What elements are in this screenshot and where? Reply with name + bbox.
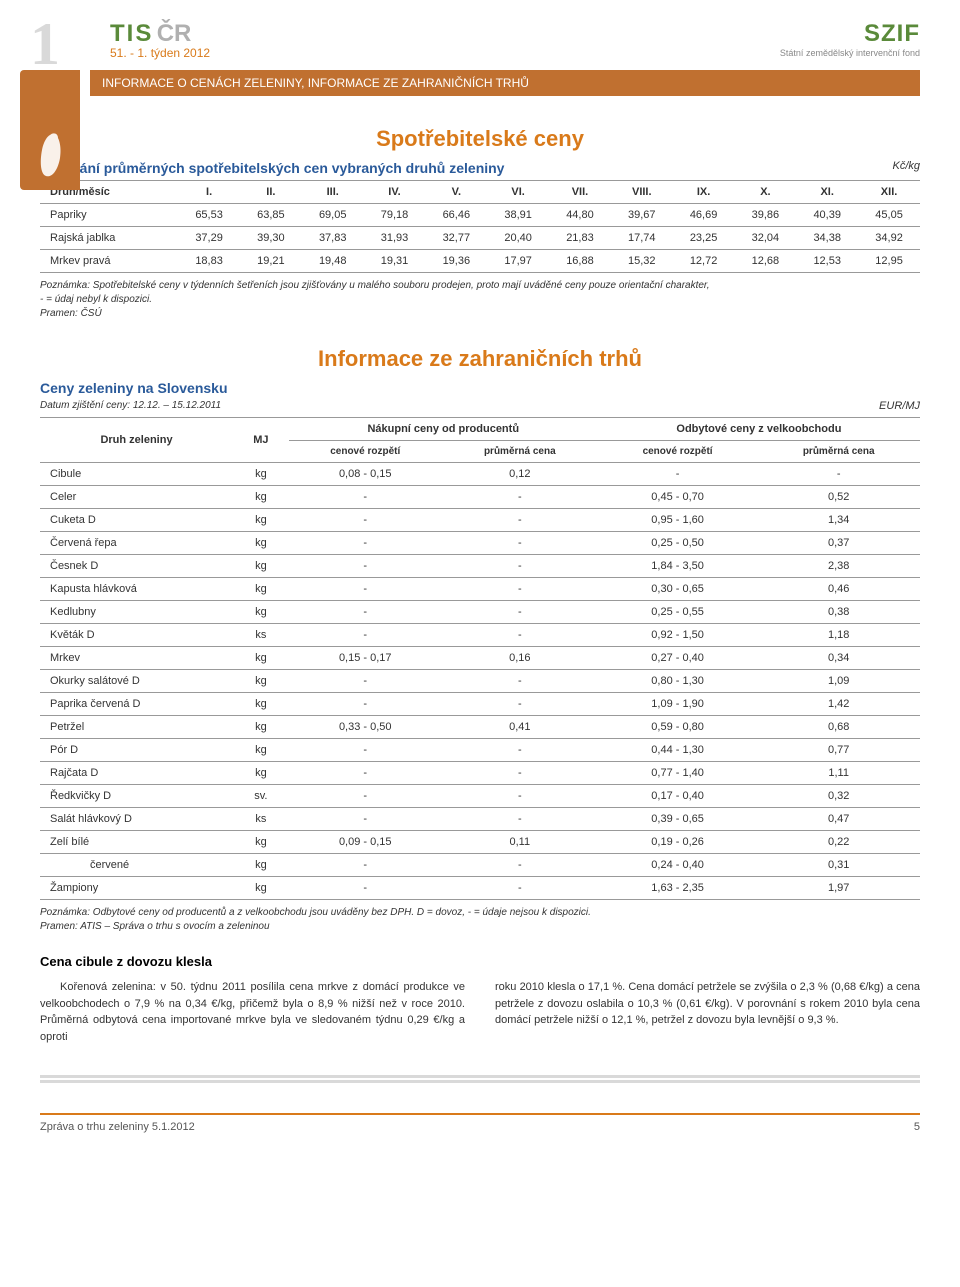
table-row: Salát hlávkový Dks--0,39 - 0,650,47 [40, 808, 920, 831]
table-row: Česnek Dkg--1,84 - 3,502,38 [40, 555, 920, 578]
table-row: Petrželkg0,33 - 0,500,410,59 - 0,800,68 [40, 716, 920, 739]
section2-date: Datum zjištění ceny: 12.12. – 15.12.2011… [40, 400, 920, 411]
page-number-decor: 1 [30, 10, 60, 79]
table-row: Kedlubnykg--0,25 - 0,550,38 [40, 601, 920, 624]
table-row: Cibulekg0,08 - 0,150,12-- [40, 463, 920, 486]
article-title: Cena cibule z dovozu klesla [40, 954, 920, 969]
table-slovakia-prices: Druh zeleniny MJ Nákupní ceny od produce… [40, 417, 920, 900]
table-row: Mrkevkg0,15 - 0,170,160,27 - 0,400,34 [40, 647, 920, 670]
section2-subtitle: Ceny zeleniny na Slovensku [40, 380, 920, 396]
footer-right: 5 [914, 1121, 920, 1133]
table-row: Žampionykg--1,63 - 2,351,97 [40, 877, 920, 900]
section1-subtitle: Srovnání průměrných spotřebitelských cen… [40, 160, 920, 176]
page-footer: Zpráva o trhu zeleniny 5.1.2012 5 [40, 1113, 920, 1133]
table-row: Rajčata Dkg--0,77 - 1,401,11 [40, 762, 920, 785]
section1-note: Poznámka: Spotřebitelské ceny v týdenníc… [40, 279, 920, 321]
section2-note: Poznámka: Odbytové ceny od producentů a … [40, 906, 920, 934]
pepper-icon [20, 70, 80, 190]
table-row: Květák Dks--0,92 - 1,501,18 [40, 624, 920, 647]
table-row: Cuketa Dkg--0,95 - 1,601,34 [40, 509, 920, 532]
szif-logo: SZIF Státní zemědělský intervenční fond [780, 20, 920, 58]
article-col1: Kořenová zelenina: v 50. týdnu 2011 posí… [40, 979, 465, 1045]
table-row: Kapusta hlávkovákg--0,30 - 0,650,46 [40, 578, 920, 601]
header-bar: INFORMACE O CENÁCH ZELENINY, INFORMACE Z… [90, 70, 920, 96]
table-consumer-prices: Druh/měsícI.II.III.IV.V.VI.VII.VIII.IX.X… [40, 180, 920, 273]
section1-title: Spotřebitelské ceny [40, 126, 920, 152]
section1-unit: Kč/kg [892, 160, 920, 172]
table-row: Rajská jablka37,2939,3037,8331,9332,7720… [40, 227, 920, 250]
page-header: 1 TIS ČR 51. - 1. týden 2012 SZIF Státní… [40, 20, 920, 96]
table-row: červenékg--0,24 - 0,400,31 [40, 854, 920, 877]
table-row: Papriky65,5363,8569,0579,1866,4638,9144,… [40, 204, 920, 227]
section2-title: Informace ze zahraničních trhů [40, 346, 920, 372]
article-col2: roku 2010 klesla o 17,1 %. Cena domácí p… [495, 979, 920, 1045]
table-row: Paprika červená Dkg--1,09 - 1,901,42 [40, 693, 920, 716]
table-row: Pór Dkg--0,44 - 1,300,77 [40, 739, 920, 762]
table-row: Zelí bílékg0,09 - 0,150,110,19 - 0,260,2… [40, 831, 920, 854]
table-row: Celerkg--0,45 - 0,700,52 [40, 486, 920, 509]
article-body: Kořenová zelenina: v 50. týdnu 2011 posí… [40, 979, 920, 1045]
table-row: Ředkvičky Dsv.--0,17 - 0,400,32 [40, 785, 920, 808]
section2-unit: EUR/MJ [879, 400, 920, 412]
table-row: Mrkev pravá18,8319,2119,4819,3119,3617,9… [40, 250, 920, 273]
footer-left: Zpráva o trhu zeleniny 5.1.2012 [40, 1121, 195, 1133]
table-row: Okurky salátové Dkg--0,80 - 1,301,09 [40, 670, 920, 693]
table-row: Červená řepakg--0,25 - 0,500,37 [40, 532, 920, 555]
